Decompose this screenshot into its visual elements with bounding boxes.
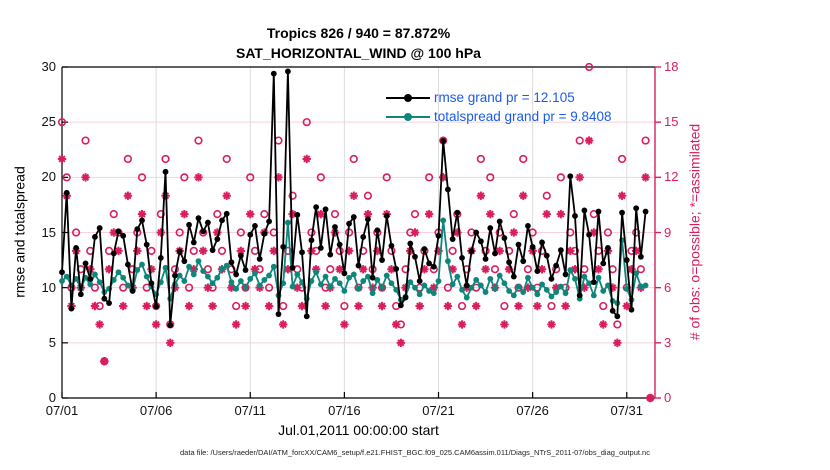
legend-item-rmse: rmse grand pr = 12.105: [386, 88, 612, 107]
y-right-tick-label: 12: [664, 169, 679, 185]
y-left-tick-label: 10: [41, 279, 56, 295]
totalspread-line-swatch: [386, 112, 430, 121]
chart-subtitle: SAT_HORIZONTAL_WIND @ 100 hPa: [236, 45, 481, 61]
y-right-tick-label: 0: [664, 390, 672, 405]
y-left-tick-label: 0: [48, 390, 56, 405]
x-tick-label: 07/31: [610, 403, 644, 418]
x-tick-label: 07/26: [516, 403, 549, 418]
x-tick-label: 07/01: [45, 403, 79, 418]
rmse-marker-icon: [404, 93, 412, 102]
totalspread-marker-icon: [404, 112, 412, 121]
y-left-tick-label: 15: [41, 224, 56, 240]
rmse-line-swatch: [386, 93, 430, 102]
y-left-tick-label: 25: [41, 114, 56, 130]
y-axis-left-label: rmse and totalspread: [11, 166, 28, 298]
y-axis-right-label: # of obs: o=possible; *=assimilated: [686, 123, 703, 341]
x-tick-label: 07/16: [328, 403, 361, 418]
legend-item-totalspread: totalspread grand pr = 9.8408: [386, 107, 612, 126]
x-tick-label: 07/06: [139, 403, 173, 418]
y-left-tick-label: 30: [41, 59, 56, 74]
chart-title: Tropics 826 / 940 = 87.872%: [266, 25, 451, 41]
x-axis-label: Jul.01,2011 00:00:00 start: [278, 422, 439, 438]
y-left-tick-label: 5: [48, 334, 56, 350]
y-right-tick-label: 6: [664, 279, 672, 295]
x-tick-label: 07/21: [422, 403, 455, 418]
y-right-tick-label: 3: [664, 334, 672, 350]
y-right-tick-label: 18: [664, 59, 679, 74]
y-right-tick-label: 15: [664, 114, 679, 130]
y-right-tick-label: 9: [664, 224, 672, 240]
legend-label-rmse: rmse grand pr = 12.105: [434, 90, 575, 105]
y-left-tick-label: 20: [41, 169, 56, 185]
legend: rmse grand pr = 12.105 totalspread grand…: [386, 88, 612, 126]
legend-label-totalspread: totalspread grand pr = 9.8408: [434, 109, 612, 124]
x-tick-label: 07/11: [234, 403, 267, 418]
data-file-path: data file: /Users/raeder/DAI/ATM_forcXX/…: [180, 448, 650, 457]
